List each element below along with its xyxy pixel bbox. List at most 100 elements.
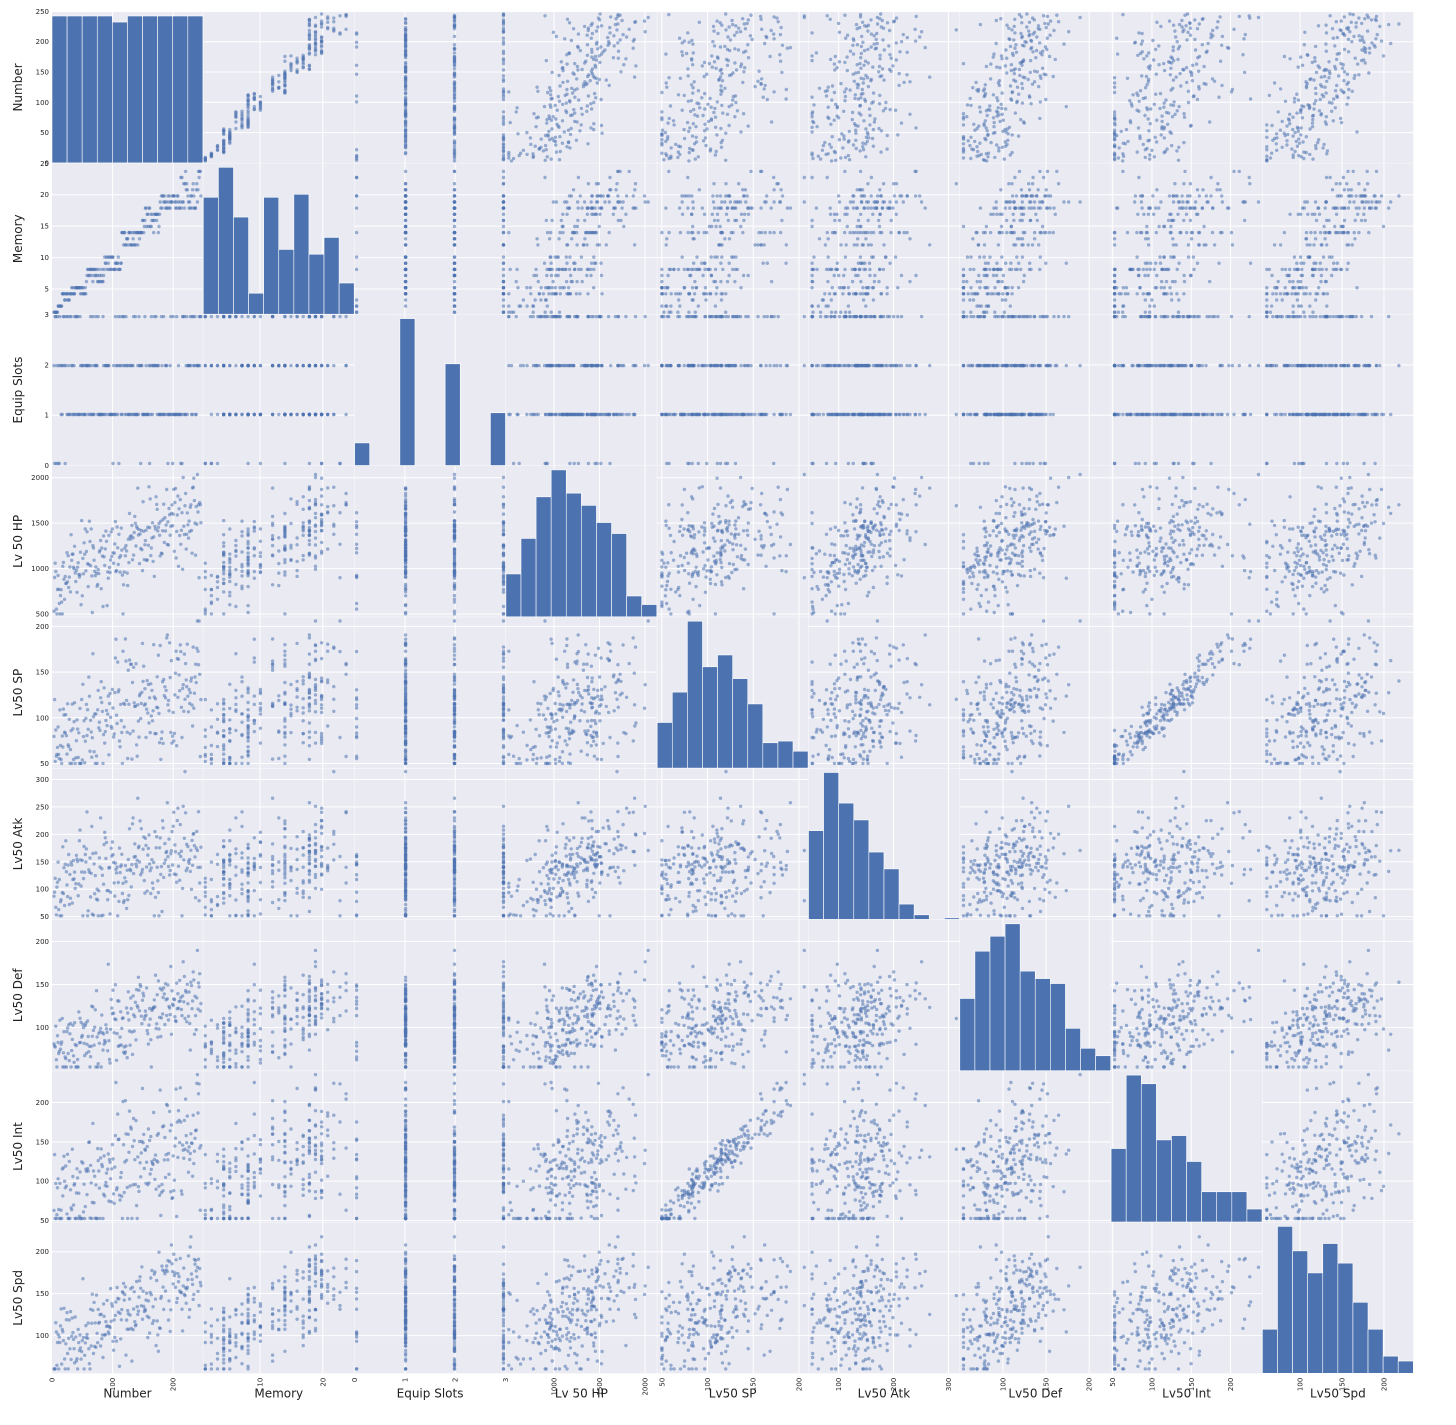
scatter-point: [1054, 213, 1057, 216]
scatter-point: [1136, 268, 1139, 271]
scatter-point: [1022, 120, 1025, 123]
scatter-point: [308, 32, 311, 35]
scatter-point: [561, 81, 564, 84]
scatter-point: [1378, 200, 1381, 203]
scatter-point: [1291, 134, 1294, 137]
scatter-point: [1340, 121, 1343, 124]
scatter-point: [1198, 22, 1201, 25]
scatter-point: [598, 315, 601, 318]
scatter-point: [1288, 280, 1291, 283]
scatter-point: [320, 19, 323, 22]
scatter-point: [1397, 22, 1400, 25]
scatter-point: [240, 364, 243, 367]
scatter-point: [980, 153, 983, 156]
scatter-point: [868, 107, 871, 110]
scatter-point: [720, 72, 723, 75]
scatter-point: [851, 118, 854, 121]
scatter-point: [557, 237, 560, 240]
scatter-point: [1243, 219, 1246, 222]
scatter-point: [970, 147, 973, 150]
scatter-point: [819, 157, 822, 160]
scatter-point: [997, 243, 1000, 246]
scatter-point: [860, 35, 863, 38]
scatter-point: [572, 364, 575, 367]
scatter-point: [962, 286, 965, 289]
scatter-point: [1331, 27, 1334, 30]
scatter-point: [532, 311, 535, 314]
scatter-point: [660, 138, 663, 141]
scatter-point: [1275, 292, 1278, 295]
scatter-point: [84, 413, 87, 416]
scatter-point: [64, 364, 67, 367]
scatter-point: [683, 194, 686, 197]
panel-number-vs-memory: [203, 12, 354, 163]
scatter-point: [867, 219, 870, 222]
scatter-point: [616, 22, 619, 25]
scatter-point: [302, 413, 305, 416]
scatter-point: [1306, 103, 1309, 106]
scatter-point: [565, 93, 568, 96]
scatter-point: [193, 315, 196, 318]
scatter-point: [1121, 304, 1124, 307]
scatter-point: [1368, 47, 1371, 50]
scatter-point: [730, 206, 733, 209]
scatter-point: [197, 176, 200, 179]
scatter-point: [986, 274, 989, 277]
scatter-point: [1057, 20, 1060, 23]
scatter-point: [1327, 60, 1330, 63]
scatter-point: [1193, 206, 1196, 209]
scatter-point: [1328, 255, 1331, 258]
scatter-point: [851, 44, 854, 47]
scatter-point: [725, 58, 728, 61]
scatter-point: [1000, 268, 1003, 271]
scatter-point: [1216, 20, 1219, 23]
scatter-point: [1140, 200, 1143, 203]
scatter-point: [829, 58, 832, 61]
scatter-point: [559, 150, 562, 153]
scatter-point: [1142, 292, 1145, 295]
scatter-point: [1139, 89, 1142, 92]
scatter-point: [1018, 13, 1021, 16]
scatter-point: [1057, 182, 1060, 185]
scatter-point: [344, 315, 347, 318]
scatter-point: [1041, 225, 1044, 228]
scatter-point: [858, 62, 861, 65]
scatter-point: [551, 97, 554, 100]
scatter-point: [114, 315, 117, 318]
scatter-point: [1364, 219, 1367, 222]
scatter-point: [803, 14, 806, 17]
scatter-point: [810, 130, 813, 133]
scatter-point: [845, 87, 848, 90]
scatter-point: [85, 280, 88, 283]
scatter-point: [1004, 206, 1007, 209]
scatter-point: [865, 136, 868, 139]
scatter-point: [216, 364, 219, 367]
scatter-point: [1113, 91, 1116, 94]
scatter-point: [1149, 268, 1152, 271]
scatter-point: [824, 243, 827, 246]
scatter-point: [552, 31, 555, 34]
scatter-point: [876, 194, 879, 197]
scatter-point: [833, 62, 836, 65]
scatter-point: [535, 364, 538, 367]
scatter-point: [599, 462, 602, 465]
histogram-bar: [339, 283, 354, 314]
scatter-point: [1038, 200, 1041, 203]
scatter-point: [977, 124, 980, 127]
scatter-point: [924, 206, 927, 209]
scatter-point: [344, 413, 347, 416]
scatter-point: [670, 292, 673, 295]
scatter-point: [1148, 153, 1151, 156]
scatter-point: [810, 286, 813, 289]
scatter-point: [692, 206, 695, 209]
scatter-point: [811, 157, 814, 160]
scatter-point: [1265, 148, 1268, 151]
scatter-point: [744, 200, 747, 203]
scatter-point: [1012, 213, 1015, 216]
scatter-point: [216, 413, 219, 416]
scatter-point: [1275, 298, 1278, 301]
scatter-point: [1297, 130, 1300, 133]
scatter-point: [995, 213, 998, 216]
scatter-point: [735, 200, 738, 203]
scatter-point: [1028, 33, 1031, 36]
